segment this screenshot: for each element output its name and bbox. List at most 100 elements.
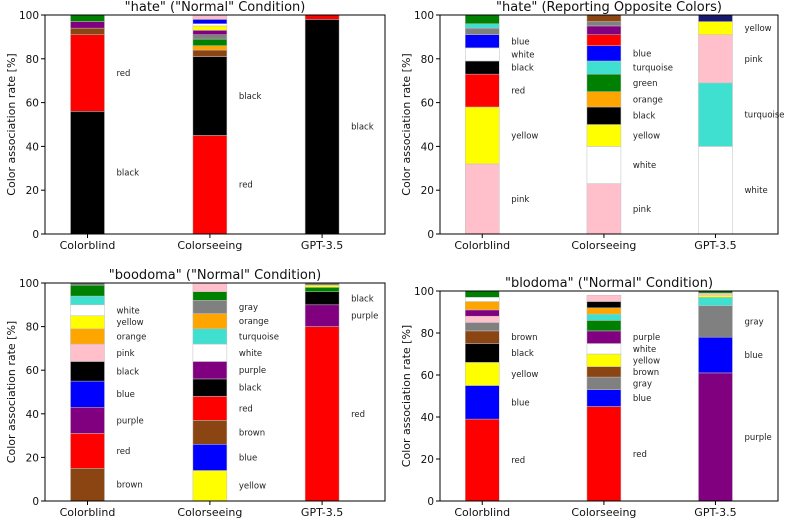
- bar-segment-purple: [586, 25, 622, 35]
- y-axis-label: Color association rate [%]: [400, 53, 413, 195]
- y-tick-label: 20: [421, 185, 434, 197]
- x-tick-label: GPT-3.5: [301, 506, 343, 519]
- x-tick-label: Colorblind: [454, 239, 510, 252]
- segment-label-black: black: [239, 384, 262, 394]
- x-tick-label: Colorseeing: [177, 239, 242, 252]
- bar-segment-brown: [192, 49, 228, 57]
- bar-segment-yellow: [698, 21, 733, 35]
- y-tick-label: 60: [421, 370, 434, 382]
- bar-segment-white: [586, 343, 622, 355]
- bar-segment-red: [465, 418, 500, 502]
- segment-label-yellow: yellow: [511, 131, 538, 141]
- y-tick-label: 40: [421, 412, 434, 424]
- y-tick-label: 60: [26, 98, 39, 110]
- segment-label-white: white: [633, 345, 656, 355]
- bar-segment-yellow: [70, 315, 105, 330]
- y-tick-label: 100: [414, 10, 434, 22]
- bar-segment-green: [586, 320, 622, 332]
- segment-label-black: black: [117, 367, 140, 377]
- bar-segment-black: [70, 361, 105, 382]
- chart-title: "blodoma" ("Normal" Condition): [505, 276, 713, 291]
- bar-segment-black: [192, 56, 228, 136]
- segment-label-turquoise: turquoise: [744, 111, 784, 121]
- segment-label-yellow: yellow: [633, 356, 660, 366]
- bar-segment-green: [70, 284, 105, 297]
- x-tick-label: Colorseeing: [571, 239, 636, 252]
- segment-label-yellow: yellow: [511, 370, 538, 380]
- segment-label-blue: blue: [511, 398, 529, 408]
- chart-panel-3: "boodoma" ("Normal" Condition) Color asso…: [5, 268, 386, 519]
- segment-label-gray: gray: [744, 317, 763, 327]
- segment-label-gray: gray: [239, 303, 258, 313]
- segment-label-blue: blue: [117, 390, 135, 400]
- segment-label-orange: orange: [117, 332, 147, 342]
- segment-label-black: black: [511, 64, 534, 74]
- bar-segment-red: [304, 14, 340, 20]
- bar-segment-purple: [70, 21, 105, 29]
- y-tick-label: 0: [32, 229, 39, 241]
- chart-title: "hate" (Reporting Opposite Colors): [496, 0, 722, 15]
- segment-label-blue: blue: [744, 351, 762, 361]
- bar-segment-red: [586, 34, 622, 46]
- segment-label-black: black: [511, 349, 534, 359]
- segment-label-yellow: yellow: [744, 24, 771, 34]
- segment-label-blue: blue: [511, 37, 529, 47]
- segment-label-orange: orange: [633, 95, 663, 105]
- bar-segment-pink: [465, 315, 500, 323]
- bar-segment-brown: [70, 468, 105, 502]
- bar-segment-red: [192, 135, 228, 235]
- bar-segment-blue: [465, 34, 500, 49]
- bar-segment-blue: [465, 385, 500, 420]
- bar-segment-pink: [192, 14, 228, 20]
- plot-frame: [44, 282, 386, 502]
- x-tick-label: GPT-3.5: [301, 239, 343, 252]
- bar-segment-gray: [192, 300, 228, 314]
- y-tick-label: 100: [19, 278, 39, 290]
- segment-label-brown: brown: [511, 333, 537, 343]
- segment-label-gray: gray: [633, 379, 652, 389]
- y-axis-label: Color association rate [%]: [5, 321, 18, 463]
- bar-segment-orange: [192, 313, 228, 330]
- y-tick-label: 80: [26, 54, 39, 66]
- x-tick-label: GPT-3.5: [694, 239, 736, 252]
- bar-segment-orange: [586, 307, 622, 315]
- y-tick-label: 20: [421, 454, 434, 466]
- bar-segment-blue: [70, 380, 105, 408]
- bar-segment-yellow: [698, 294, 733, 298]
- bar-segment-orange: [465, 301, 500, 311]
- bar-segment-purple: [586, 330, 622, 344]
- segment-label-purple: purple: [239, 366, 266, 376]
- bar-segment-yellow: [586, 124, 622, 147]
- y-tick-label: 60: [26, 365, 39, 377]
- bar-segment-green: [586, 73, 622, 92]
- segment-label-white: white: [117, 306, 140, 316]
- bar-segment-yellow: [192, 470, 228, 502]
- bar-segment-white: [192, 343, 228, 362]
- bar-segment-purple: [192, 361, 228, 380]
- bar-segment-gray: [465, 27, 500, 35]
- bar-segment-white: [192, 23, 228, 27]
- bar-segment-turquoise: [586, 313, 622, 321]
- segment-label-blue: blue: [633, 49, 651, 59]
- segment-label-red: red: [351, 410, 365, 420]
- bar-segment-white: [465, 47, 500, 62]
- bar-segment-green: [192, 291, 228, 301]
- segment-label-black: black: [633, 112, 656, 122]
- bar-segment-pink: [586, 183, 622, 235]
- bar-segment-pink: [698, 34, 733, 84]
- segment-label-blue: blue: [239, 453, 257, 463]
- bar-segment-white: [586, 146, 622, 184]
- bar-segment-black: [192, 378, 228, 397]
- plot-frame: [44, 14, 386, 235]
- bar-segment-yellow: [465, 106, 500, 165]
- segment-label-red: red: [117, 447, 131, 457]
- bar-segment-red: [465, 73, 500, 108]
- segment-label-brown: brown: [117, 481, 143, 491]
- chart-title: "hate" ("Normal" Condition): [125, 0, 306, 15]
- bar-segment-pink: [465, 163, 500, 235]
- bar-segment-brown: [465, 330, 500, 344]
- bar-segment-turquoise: [465, 23, 500, 29]
- bar-segment-red: [192, 396, 228, 421]
- y-axis-label: Color association rate [%]: [400, 325, 413, 467]
- bar-segment-red: [70, 34, 105, 112]
